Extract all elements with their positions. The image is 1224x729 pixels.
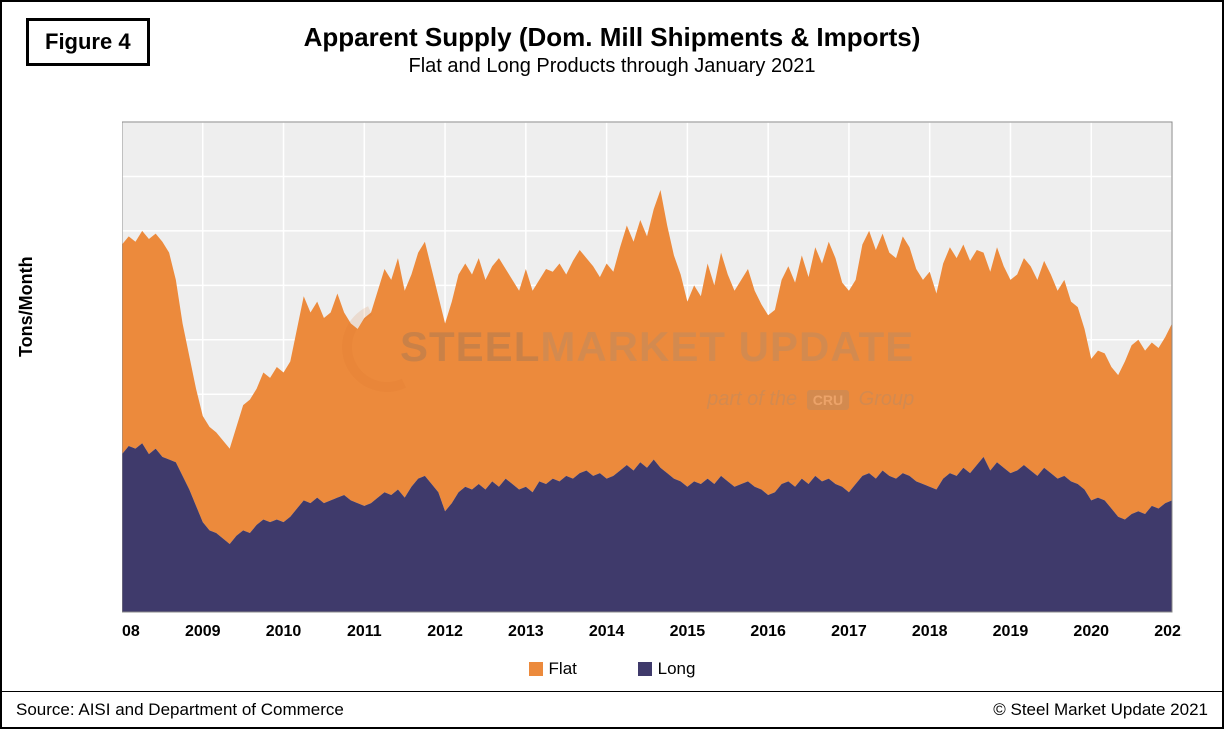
legend-swatch-flat [529,662,543,676]
chart-footer: Source: AISI and Department of Commerce … [2,691,1222,727]
chart-legend: Flat Long [2,659,1222,681]
svg-text:2015: 2015 [670,623,706,640]
y-axis-label: Tons/Month [16,256,37,357]
svg-text:2020: 2020 [1073,623,1109,640]
svg-text:2010: 2010 [266,623,302,640]
chart-svg: 01,000,0002,000,0003,000,0004,000,0005,0… [122,112,1182,652]
copyright-text: © Steel Market Update 2021 [993,700,1208,720]
chart-subtitle: Flat and Long Products through January 2… [2,55,1222,78]
svg-text:2021: 2021 [1154,623,1182,640]
svg-text:2016: 2016 [750,623,786,640]
legend-swatch-long [638,662,652,676]
chart-plot-area: 01,000,0002,000,0003,000,0004,000,0005,0… [122,112,1182,612]
svg-text:2008: 2008 [122,623,140,640]
source-text: Source: AISI and Department of Commerce [16,700,344,720]
svg-text:2018: 2018 [912,623,948,640]
svg-text:2019: 2019 [993,623,1029,640]
figure-container: Figure 4 Apparent Supply (Dom. Mill Ship… [0,0,1224,729]
svg-text:2017: 2017 [831,623,867,640]
legend-item-flat: Flat [529,659,577,679]
chart-title: Apparent Supply (Dom. Mill Shipments & I… [2,22,1222,53]
chart-titles: Apparent Supply (Dom. Mill Shipments & I… [2,22,1222,78]
svg-text:2014: 2014 [589,623,625,640]
svg-text:2011: 2011 [347,623,382,640]
legend-item-long: Long [638,659,696,679]
svg-text:2012: 2012 [427,623,463,640]
legend-label-flat: Flat [549,659,577,679]
svg-text:2013: 2013 [508,623,544,640]
svg-text:2009: 2009 [185,623,221,640]
legend-label-long: Long [658,659,696,679]
